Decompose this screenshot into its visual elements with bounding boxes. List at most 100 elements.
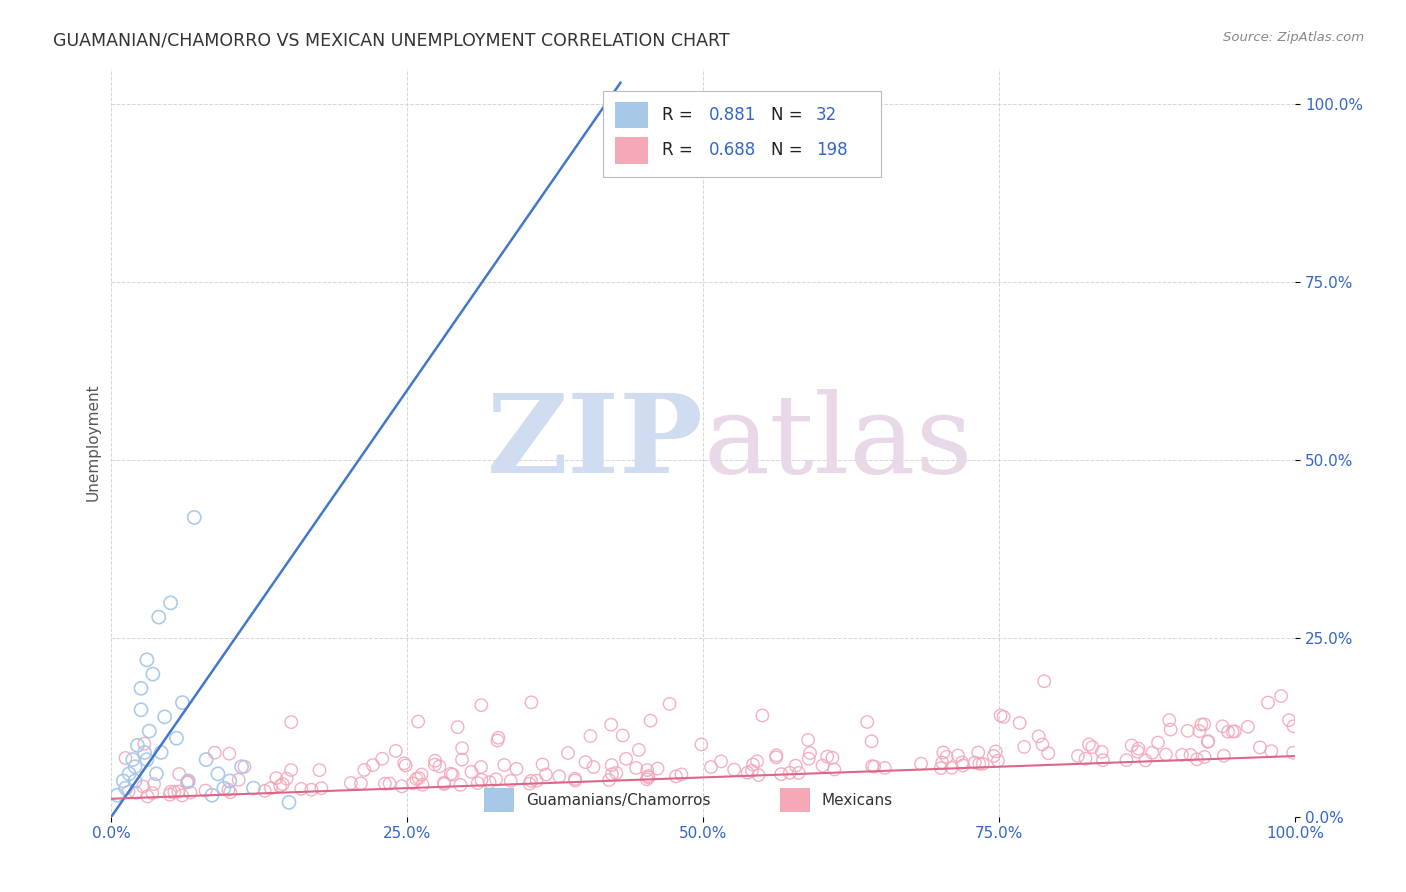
Point <box>391 780 413 794</box>
Point <box>1260 744 1282 758</box>
Point <box>1278 713 1301 727</box>
Point <box>148 610 170 624</box>
Point <box>134 746 156 760</box>
Point <box>935 749 957 764</box>
Point <box>519 777 541 791</box>
Point <box>1237 720 1260 734</box>
Point <box>1074 752 1097 766</box>
Point <box>564 773 586 788</box>
Point <box>1222 724 1244 739</box>
Point <box>1038 746 1060 760</box>
Point <box>745 754 768 768</box>
Point <box>984 744 1007 758</box>
Point <box>406 714 429 729</box>
Point <box>446 720 468 734</box>
Bar <box>614 103 648 128</box>
Point <box>987 754 1010 768</box>
Point <box>124 774 146 789</box>
Point <box>671 767 693 781</box>
Point <box>520 773 543 788</box>
Point <box>627 743 650 757</box>
Point <box>217 782 239 797</box>
Y-axis label: Unemployment: Unemployment <box>86 384 100 501</box>
Point <box>1159 713 1181 727</box>
Point <box>969 756 991 771</box>
Point <box>941 761 963 775</box>
Point <box>499 773 522 788</box>
Point <box>127 739 149 753</box>
Point <box>150 746 173 760</box>
Point <box>204 746 226 760</box>
Point <box>253 784 276 798</box>
Point <box>690 738 713 752</box>
Point <box>433 775 456 789</box>
Point <box>394 758 416 772</box>
Point <box>478 775 501 789</box>
Point <box>486 731 509 745</box>
Point <box>1282 719 1305 733</box>
Point <box>231 760 253 774</box>
Point <box>460 764 482 779</box>
Point <box>531 757 554 772</box>
Point <box>751 708 773 723</box>
Point <box>105 789 128 803</box>
Point <box>1126 745 1149 759</box>
Point <box>179 786 201 800</box>
Point <box>1212 748 1234 763</box>
Point <box>195 753 218 767</box>
Point <box>614 752 637 766</box>
Point <box>212 781 235 796</box>
Point <box>340 776 363 790</box>
Point <box>194 783 217 797</box>
Point <box>1012 739 1035 754</box>
Point <box>159 596 181 610</box>
Point <box>450 778 472 792</box>
Point <box>1270 689 1292 703</box>
Point <box>863 759 886 773</box>
Point <box>494 758 516 772</box>
Point <box>486 733 509 747</box>
Text: N =: N = <box>770 106 807 124</box>
Point <box>636 772 658 787</box>
Point <box>1185 752 1208 766</box>
Text: Guamanians/Chamorros: Guamanians/Chamorros <box>526 793 710 807</box>
Point <box>290 781 312 796</box>
Point <box>811 758 834 772</box>
Point <box>143 777 166 791</box>
Point <box>1031 738 1053 752</box>
Point <box>423 754 446 768</box>
Text: atlas: atlas <box>703 389 973 496</box>
Text: ZIP: ZIP <box>486 389 703 496</box>
Point <box>271 777 294 791</box>
Point <box>269 779 291 793</box>
Point <box>931 756 953 770</box>
Point <box>929 761 952 775</box>
Point <box>278 795 301 809</box>
Point <box>1171 747 1194 762</box>
Point <box>983 748 1005 763</box>
Point <box>141 786 163 800</box>
Point <box>574 755 596 769</box>
Point <box>114 781 136 796</box>
Point <box>136 789 159 804</box>
Point <box>228 772 250 787</box>
Text: 198: 198 <box>815 142 848 160</box>
Point <box>129 703 152 717</box>
Point <box>821 751 844 765</box>
Point <box>1067 749 1090 764</box>
Point <box>1091 745 1114 759</box>
Point <box>350 776 373 790</box>
Point <box>1091 753 1114 767</box>
Point <box>1135 753 1157 767</box>
Point <box>433 777 456 791</box>
Point <box>1189 717 1212 731</box>
FancyBboxPatch shape <box>603 91 880 177</box>
Point <box>411 778 433 792</box>
Point <box>548 769 571 783</box>
Point <box>856 714 879 729</box>
Text: 0.688: 0.688 <box>709 142 756 160</box>
Point <box>117 785 139 799</box>
Point <box>134 737 156 751</box>
Point <box>770 767 793 781</box>
Point <box>1121 739 1143 753</box>
